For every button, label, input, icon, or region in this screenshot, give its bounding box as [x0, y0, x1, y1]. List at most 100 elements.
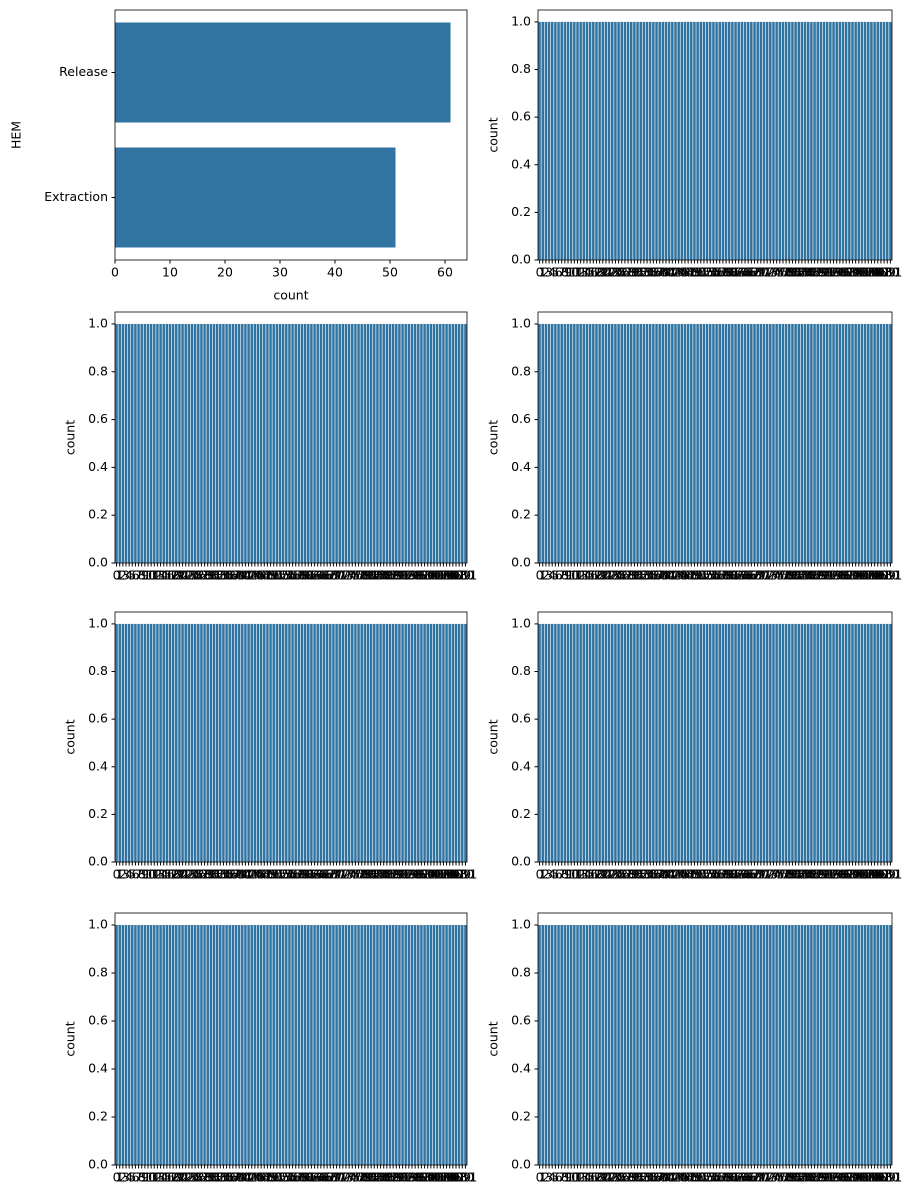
x-tick-label: 109 — [872, 265, 896, 280]
bar — [614, 21, 617, 261]
x-tick-label: 31 — [630, 867, 646, 882]
x-tick-label: 9 — [564, 568, 572, 583]
x-tick-label: 108 — [869, 265, 893, 280]
x-tick-label: 33 — [636, 265, 652, 280]
x-tick-label: 105 — [860, 568, 884, 583]
bar — [848, 21, 851, 261]
bar — [718, 21, 722, 261]
x-tick-label: 55 — [705, 867, 721, 882]
bar — [325, 623, 329, 862]
bar — [550, 323, 554, 563]
bar — [863, 925, 867, 1165]
x-tick-label: 86 — [379, 1170, 395, 1185]
bar — [448, 925, 451, 1165]
bar — [806, 623, 810, 862]
bar — [772, 21, 775, 261]
bar — [341, 925, 345, 1165]
x-tick-label: 49 — [263, 867, 279, 882]
x-tick-label: 109 — [872, 568, 896, 583]
x-tick-label: 55 — [281, 568, 297, 583]
bar — [708, 623, 712, 862]
bar — [206, 323, 209, 563]
bar — [250, 925, 253, 1165]
x-tick-label: 89 — [813, 568, 829, 583]
x-tick-label: 53 — [699, 265, 715, 280]
bar — [740, 21, 744, 261]
x-tick-label: 41 — [237, 1170, 253, 1185]
bar — [554, 21, 557, 261]
bar — [165, 623, 169, 862]
bar — [832, 925, 835, 1165]
x-tick-label: 101 — [847, 568, 871, 583]
bar — [347, 623, 351, 862]
x-tick-label: 32 — [633, 1170, 649, 1185]
bar — [623, 323, 627, 563]
x-tick-label: 17 — [162, 568, 178, 583]
bar — [756, 323, 759, 563]
bar — [848, 323, 851, 563]
bar — [604, 21, 608, 261]
bar — [611, 323, 614, 563]
bar — [857, 623, 861, 862]
x-tick-label: 27 — [193, 1170, 209, 1185]
x-tick-label: 22 — [178, 867, 194, 882]
x-tick-label: 59 — [718, 1170, 734, 1185]
bar — [426, 323, 429, 563]
bar — [278, 323, 282, 563]
bar — [297, 925, 301, 1165]
bar — [781, 925, 785, 1165]
x-tick-label: 6 — [131, 1170, 139, 1185]
x-tick-label: 2 — [542, 867, 550, 882]
x-tick-label: 45 — [250, 568, 266, 583]
x-tick-label: 42 — [241, 1170, 257, 1185]
x-tick-label: 104 — [856, 265, 880, 280]
bar — [617, 623, 620, 862]
x-tick-label: 53 — [275, 867, 291, 882]
x-tick-label: 50 — [266, 867, 282, 882]
x-tick-label: 96 — [835, 1170, 851, 1185]
x-tick-label: 73 — [762, 1170, 778, 1185]
bar — [686, 21, 690, 261]
bar — [263, 925, 266, 1165]
x-tick-label: 58 — [715, 1170, 731, 1185]
y-axis-label: count — [63, 1021, 78, 1056]
bar — [547, 21, 551, 261]
x-tick-label: 30 — [203, 867, 219, 882]
x-tick-label: 48 — [683, 867, 699, 882]
x-tick-label: 84 — [797, 1170, 813, 1185]
bar — [269, 323, 272, 563]
x-tick-label: 63 — [731, 867, 747, 882]
bar — [215, 623, 219, 862]
x-tick-label: 14 — [576, 1170, 592, 1185]
x-tick-label: 67 — [743, 265, 759, 280]
bar — [203, 623, 206, 862]
x-tick-label: 109 — [872, 1170, 896, 1185]
x-tick-label: 78 — [778, 867, 794, 882]
x-tick-label: 7 — [558, 867, 566, 882]
x-tick-label: 23 — [181, 867, 197, 882]
bar — [832, 323, 835, 563]
bar — [420, 623, 423, 862]
y-tick-label: 0.8 — [511, 61, 531, 76]
x-tick-label: 64 — [734, 568, 750, 583]
bar — [131, 925, 134, 1165]
x-tick-label: 9 — [564, 265, 572, 280]
bar — [863, 21, 867, 261]
bar — [579, 925, 582, 1165]
x-tick-label: 56 — [285, 1170, 301, 1185]
x-tick-label: 12 — [570, 568, 586, 583]
x-tick-label: 69 — [750, 1170, 766, 1185]
x-tick-label: 2 — [542, 265, 550, 280]
y-tick-label: 0.0 — [88, 1157, 108, 1172]
x-tick-label: 75 — [344, 1170, 360, 1185]
x-tick-label: 22 — [601, 867, 617, 882]
x-tick-label: 98 — [417, 568, 433, 583]
y-tick-label: 1.0 — [88, 615, 108, 630]
bar — [844, 323, 848, 563]
x-tick-label: 94 — [829, 1170, 845, 1185]
bar — [354, 925, 357, 1165]
bar — [398, 323, 401, 563]
bar — [803, 323, 807, 563]
x-tick-label: 34 — [639, 867, 655, 882]
x-tick-label: 33 — [212, 568, 228, 583]
